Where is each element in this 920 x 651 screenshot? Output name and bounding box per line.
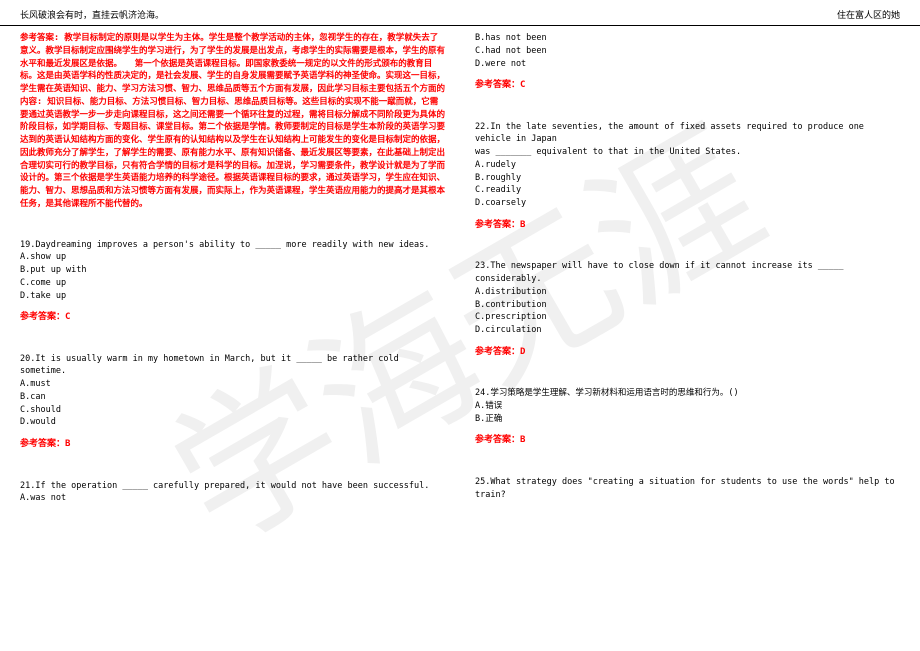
q24-answer: 参考答案：B [475,433,900,447]
q23-answer: 参考答案：D [475,345,900,359]
page-content: 长风破浪会有时，直挂云帆济沧海。 住在富人区的她 参考答案: 教学目标制定的原则… [0,0,920,511]
right-column: B.has not been C.had not been D.were not… [460,32,900,505]
q22-option-b: B.roughly [475,172,900,185]
q23-option-d: D.circulation [475,324,900,337]
q20-option-b: B.can [20,391,445,404]
q20-option-a: A.must [20,378,445,391]
question-20: 20.It is usually warm in my hometown in … [20,353,445,452]
q21-option-b: B.has not been [475,32,900,45]
q22-text-line1: 22.In the late seventies, the amount of … [475,121,900,147]
q21-option-a: A.was not [20,492,445,505]
q23-text: 23.The newspaper will have to close down… [475,260,900,286]
q19-answer: 参考答案：C [20,310,445,324]
question-21: 21.If the operation _____ carefully prep… [20,480,445,506]
question-23: 23.The newspaper will have to close down… [475,260,900,359]
explanation-text: 参考答案: 教学目标制定的原则是以学生为主体。学生是整个教学活动的主体，忽视学生… [20,32,445,211]
question-19: 19.Daydreaming improves a person's abili… [20,239,445,325]
q22-option-c: C.readily [475,184,900,197]
q19-option-a: A.show up [20,251,445,264]
header-right: 住在富人区的她 [837,8,900,21]
q21-answer: 参考答案：C [475,78,900,92]
q21-option-d: D.were not [475,58,900,71]
q21-text: 21.If the operation _____ carefully prep… [20,480,445,493]
q21-option-c: C.had not been [475,45,900,58]
q25-text: 25.What strategy does "creating a situat… [475,476,900,502]
q23-option-b: B.contribution [475,299,900,312]
q23-option-a: A.distribution [475,286,900,299]
q20-text: 20.It is usually warm in my hometown in … [20,353,445,379]
left-column: 参考答案: 教学目标制定的原则是以学生为主体。学生是整个教学活动的主体，忽视学生… [20,32,460,505]
q22-option-a: A.rudely [475,159,900,172]
q20-answer: 参考答案：B [20,437,445,451]
q19-text: 19.Daydreaming improves a person's abili… [20,239,445,252]
header-left: 长风破浪会有时，直挂云帆济沧海。 [20,8,164,21]
q22-text-line2: was _______ equivalent to that in the Un… [475,146,900,159]
page-header: 长风破浪会有时，直挂云帆济沧海。 住在富人区的她 [0,0,920,26]
q24-text: 24.学习策略是学生理解、学习新材料和运用语言时的思维和行为。() [475,387,900,400]
question-24: 24.学习策略是学生理解、学习新材料和运用语言时的思维和行为。() A.错误 B… [475,387,900,448]
q22-option-d: D.coarsely [475,197,900,210]
q24-option-b: B.正确 [475,413,900,426]
question-22: 22.In the late seventies, the amount of … [475,121,900,233]
q23-option-c: C.prescription [475,311,900,324]
question-25: 25.What strategy does "creating a situat… [475,476,900,502]
q20-option-d: D.would [20,416,445,429]
q19-option-c: C.come up [20,277,445,290]
question-21-cont: B.has not been C.had not been D.were not… [475,32,900,93]
q19-option-d: D.take up [20,290,445,303]
q19-option-b: B.put up with [20,264,445,277]
q22-answer: 参考答案：B [475,218,900,232]
q20-option-c: C.should [20,404,445,417]
two-column-layout: 参考答案: 教学目标制定的原则是以学生为主体。学生是整个教学活动的主体，忽视学生… [0,26,920,511]
q24-option-a: A.错误 [475,400,900,413]
